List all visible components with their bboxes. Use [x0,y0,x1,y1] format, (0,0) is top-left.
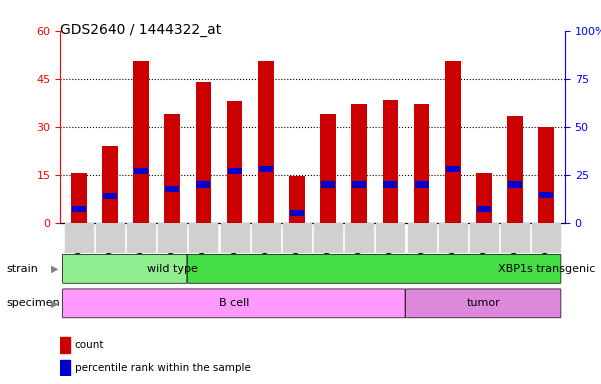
Text: specimen: specimen [6,298,59,308]
Bar [501,223,529,253]
Text: strain: strain [6,264,38,274]
Bar [283,223,311,253]
Text: percentile rank within the sample: percentile rank within the sample [75,363,251,373]
Bar [228,168,242,174]
Bar [538,127,554,223]
Text: XBP1s transgenic: XBP1s transgenic [498,264,595,274]
Bar [507,116,523,223]
Bar [60,337,70,353]
Bar [320,114,336,223]
Bar [352,181,366,187]
Bar [289,176,305,223]
Bar [133,61,149,223]
Text: wild type: wild type [147,264,198,274]
Bar [165,186,179,192]
FancyBboxPatch shape [63,289,405,318]
Bar [127,223,155,253]
Bar [290,210,304,216]
Bar [72,206,86,212]
Bar [221,223,249,253]
Text: ▶: ▶ [51,264,58,274]
Bar [314,223,342,253]
Bar [470,223,498,253]
Bar [532,223,560,253]
Bar [345,223,373,253]
Bar [227,101,242,223]
Bar [134,168,148,174]
Bar [196,82,211,223]
Bar [383,99,398,223]
Bar [439,223,467,253]
Text: B cell: B cell [219,298,250,308]
Bar [102,146,118,223]
Bar [197,181,210,187]
Bar [508,181,522,187]
Bar [445,61,460,223]
Text: ▶: ▶ [51,298,58,308]
Bar [352,104,367,223]
FancyBboxPatch shape [406,289,561,318]
Bar [415,181,429,187]
Bar [477,206,491,212]
Bar [539,192,554,198]
Bar [259,166,273,172]
Bar [60,360,70,376]
FancyBboxPatch shape [188,254,561,283]
Bar [65,223,93,253]
Bar [165,114,180,223]
Bar [446,166,460,172]
Bar [407,223,436,253]
FancyBboxPatch shape [63,254,187,283]
Bar [376,223,404,253]
Bar [158,223,186,253]
Bar [103,193,117,199]
Bar [321,181,335,187]
Bar [71,173,87,223]
Text: GDS2640 / 1444322_at: GDS2640 / 1444322_at [60,23,221,37]
Bar [189,223,218,253]
Text: tumor: tumor [467,298,501,308]
Text: count: count [75,340,104,350]
Bar [96,223,124,253]
Bar [476,173,492,223]
Bar [383,181,397,187]
Bar [258,61,273,223]
Bar [414,104,429,223]
Bar [252,223,280,253]
